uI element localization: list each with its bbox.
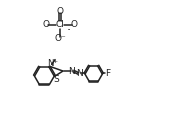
Text: O: O xyxy=(71,20,78,29)
Text: O: O xyxy=(57,7,64,16)
Text: N⁺: N⁺ xyxy=(48,59,59,68)
Text: O⁻: O⁻ xyxy=(54,34,66,43)
Text: Cl: Cl xyxy=(56,20,64,29)
Text: S: S xyxy=(53,75,59,84)
Text: F: F xyxy=(105,69,110,78)
Text: N: N xyxy=(76,69,83,78)
Text: ·: · xyxy=(66,24,70,37)
Text: N: N xyxy=(69,66,75,76)
Text: O: O xyxy=(42,20,49,29)
